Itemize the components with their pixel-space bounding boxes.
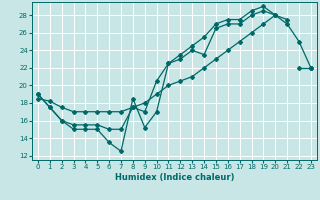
X-axis label: Humidex (Indice chaleur): Humidex (Indice chaleur) [115,173,234,182]
